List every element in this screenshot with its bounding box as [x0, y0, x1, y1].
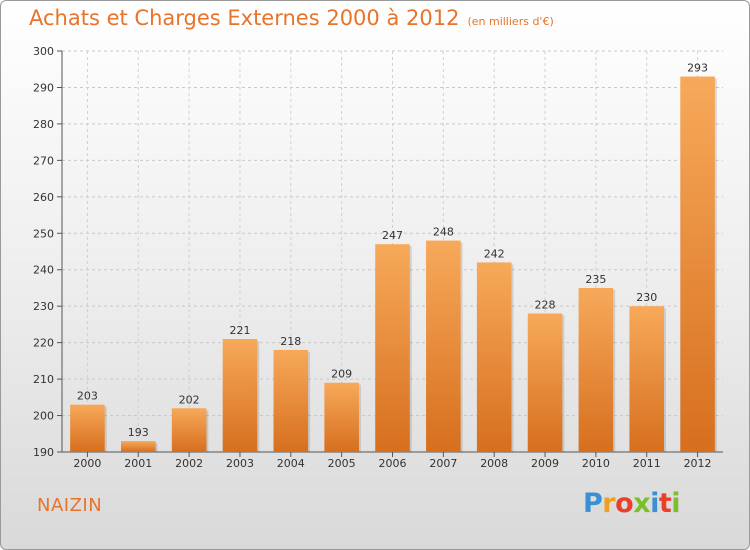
data-label: 247 [382, 229, 403, 242]
y-tick-label: 240 [33, 264, 54, 277]
x-tick-label: 2002 [175, 457, 203, 470]
data-label: 235 [585, 273, 606, 286]
bar [273, 349, 309, 452]
logo-letter: t [658, 488, 672, 519]
bar [476, 262, 512, 452]
y-tick-label: 270 [33, 154, 54, 167]
logo-letter: i [671, 488, 681, 519]
y-tick-label: 280 [33, 118, 54, 131]
data-label: 293 [687, 62, 708, 75]
y-tick-label: 260 [33, 191, 54, 204]
x-tick-label: 2007 [429, 457, 457, 470]
x-tick-label: 2011 [633, 457, 661, 470]
bar [324, 382, 359, 452]
bar [578, 287, 614, 452]
x-tick-label: 2000 [73, 457, 101, 470]
y-tick-label: 290 [33, 81, 54, 94]
y-tick-label: 220 [33, 337, 54, 350]
bars: 203 193 202 221 218 209 247 248 242 228 235 230 293 [70, 62, 717, 452]
data-label: 228 [535, 298, 556, 311]
y-tick-label: 210 [33, 373, 54, 386]
bar [120, 441, 156, 452]
bar [222, 338, 258, 452]
data-label: 209 [331, 368, 352, 381]
data-label: 202 [179, 393, 200, 406]
bar [680, 76, 715, 452]
x-tick-label: 2003 [226, 457, 254, 470]
x-tick-label: 2010 [582, 457, 610, 470]
data-label: 248 [433, 226, 454, 239]
data-label: 230 [636, 291, 657, 304]
bar [426, 240, 461, 452]
y-tick-label: 230 [33, 300, 54, 313]
logo-letter: i [650, 488, 659, 519]
x-tick-label: 2001 [124, 457, 152, 470]
chart-title: Achats et Charges Externes 2000 à 2012 (e… [29, 6, 554, 30]
x-tick-label: 2004 [277, 457, 305, 470]
y-tick-label: 250 [33, 227, 54, 240]
data-label: 203 [77, 390, 98, 403]
logo-letter: r [602, 488, 616, 519]
bar [70, 404, 105, 452]
data-label: 221 [229, 324, 250, 337]
bar [375, 244, 410, 452]
data-label: 193 [128, 426, 149, 439]
x-tick-label: 2009 [531, 457, 559, 470]
bar [171, 408, 207, 452]
data-label: 218 [280, 335, 301, 348]
x-tick-label: 2005 [328, 457, 356, 470]
y-tick-label: 190 [33, 446, 54, 459]
chart-subtitle: (en milliers d'€) [467, 15, 554, 28]
x-tick-label: 2006 [379, 457, 407, 470]
chart-title-text: Achats et Charges Externes 2000 à 2012 [29, 6, 460, 30]
bar [527, 313, 563, 452]
axes: 190 200 210 220 230 240 250 260 270 280 290 300 2000… [33, 45, 723, 470]
logo-letter: o [615, 488, 634, 519]
proxiti-logo: Proxiti [583, 488, 681, 519]
y-tick-label: 200 [33, 410, 54, 423]
x-tick-label: 2008 [480, 457, 508, 470]
y-tick-label: 300 [33, 45, 54, 58]
data-label: 242 [484, 247, 505, 260]
logo-letter: P [583, 488, 603, 519]
commune-name: NAIZIN [37, 495, 103, 516]
logo-letter: x [633, 488, 651, 519]
x-tick-label: 2012 [684, 457, 712, 470]
bar [629, 306, 665, 452]
